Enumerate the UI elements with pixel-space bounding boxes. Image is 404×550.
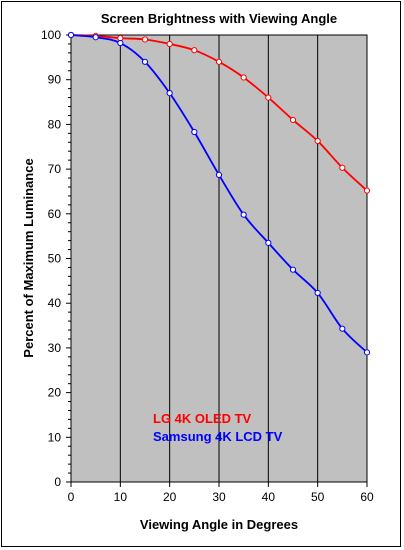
- x-axis-label: Viewing Angle in Degrees: [140, 517, 298, 532]
- series-1-point: [265, 239, 272, 246]
- series-0-point: [339, 164, 346, 171]
- series-1-point: [339, 325, 346, 332]
- x-tick-label: 10: [114, 490, 128, 504]
- x-tick-label: 50: [311, 490, 325, 504]
- series-1-point: [240, 211, 247, 218]
- y-tick-label: 100: [41, 28, 61, 42]
- x-tick-label: 60: [360, 490, 374, 504]
- series-1-point: [141, 58, 149, 65]
- y-axis-label: Percent of Maximum Luminance: [21, 158, 36, 357]
- x-tick-label: 30: [212, 490, 226, 504]
- series-0-point: [363, 187, 371, 194]
- legend-item-samsung-lcd: Samsung 4K LCD TV: [153, 429, 283, 444]
- y-tick-label: 80: [48, 117, 62, 131]
- y-tick-label: 50: [48, 252, 62, 266]
- x-tick-label: 20: [163, 490, 177, 504]
- series-1-point: [363, 349, 371, 356]
- series-0-point: [166, 40, 173, 48]
- legend-item-lg-oled: LG 4K OLED TV: [153, 411, 252, 426]
- y-tick-label: 40: [48, 296, 62, 310]
- series-0-point: [289, 116, 297, 124]
- legend: LG 4K OLED TV Samsung 4K LCD TV: [153, 411, 283, 444]
- y-tick-label: 0: [54, 475, 61, 489]
- x-tick-label: 40: [262, 490, 276, 504]
- series-0-point: [141, 36, 149, 43]
- chart-title: Screen Brightness with Viewing Angle: [101, 11, 337, 26]
- series-0-point: [265, 94, 272, 101]
- y-tick-label: 20: [48, 386, 62, 400]
- series-1-point: [67, 31, 75, 39]
- series-0-point: [240, 74, 247, 81]
- y-tick-label: 60: [48, 207, 62, 221]
- x-tick-label: 0: [68, 490, 75, 504]
- y-tick-label: 30: [48, 341, 62, 355]
- series-1-point: [215, 171, 223, 179]
- series-1-point: [117, 39, 124, 47]
- series-1-point: [314, 289, 321, 297]
- y-tick-label: 70: [48, 162, 62, 176]
- series-1-point: [191, 128, 198, 136]
- series-0-point: [191, 47, 198, 54]
- y-tick-label: 90: [48, 73, 62, 87]
- series-1-point: [92, 34, 99, 41]
- series-1-point: [289, 266, 297, 273]
- series-0-point: [314, 137, 321, 145]
- y-tick-label: 10: [48, 430, 62, 444]
- series-1-point: [166, 90, 173, 97]
- series-0-point: [215, 58, 223, 65]
- plot-area: 0 10 20 30 40 50 60 0 10 20 30 40 50 60 70 80 90 100: [41, 28, 374, 504]
